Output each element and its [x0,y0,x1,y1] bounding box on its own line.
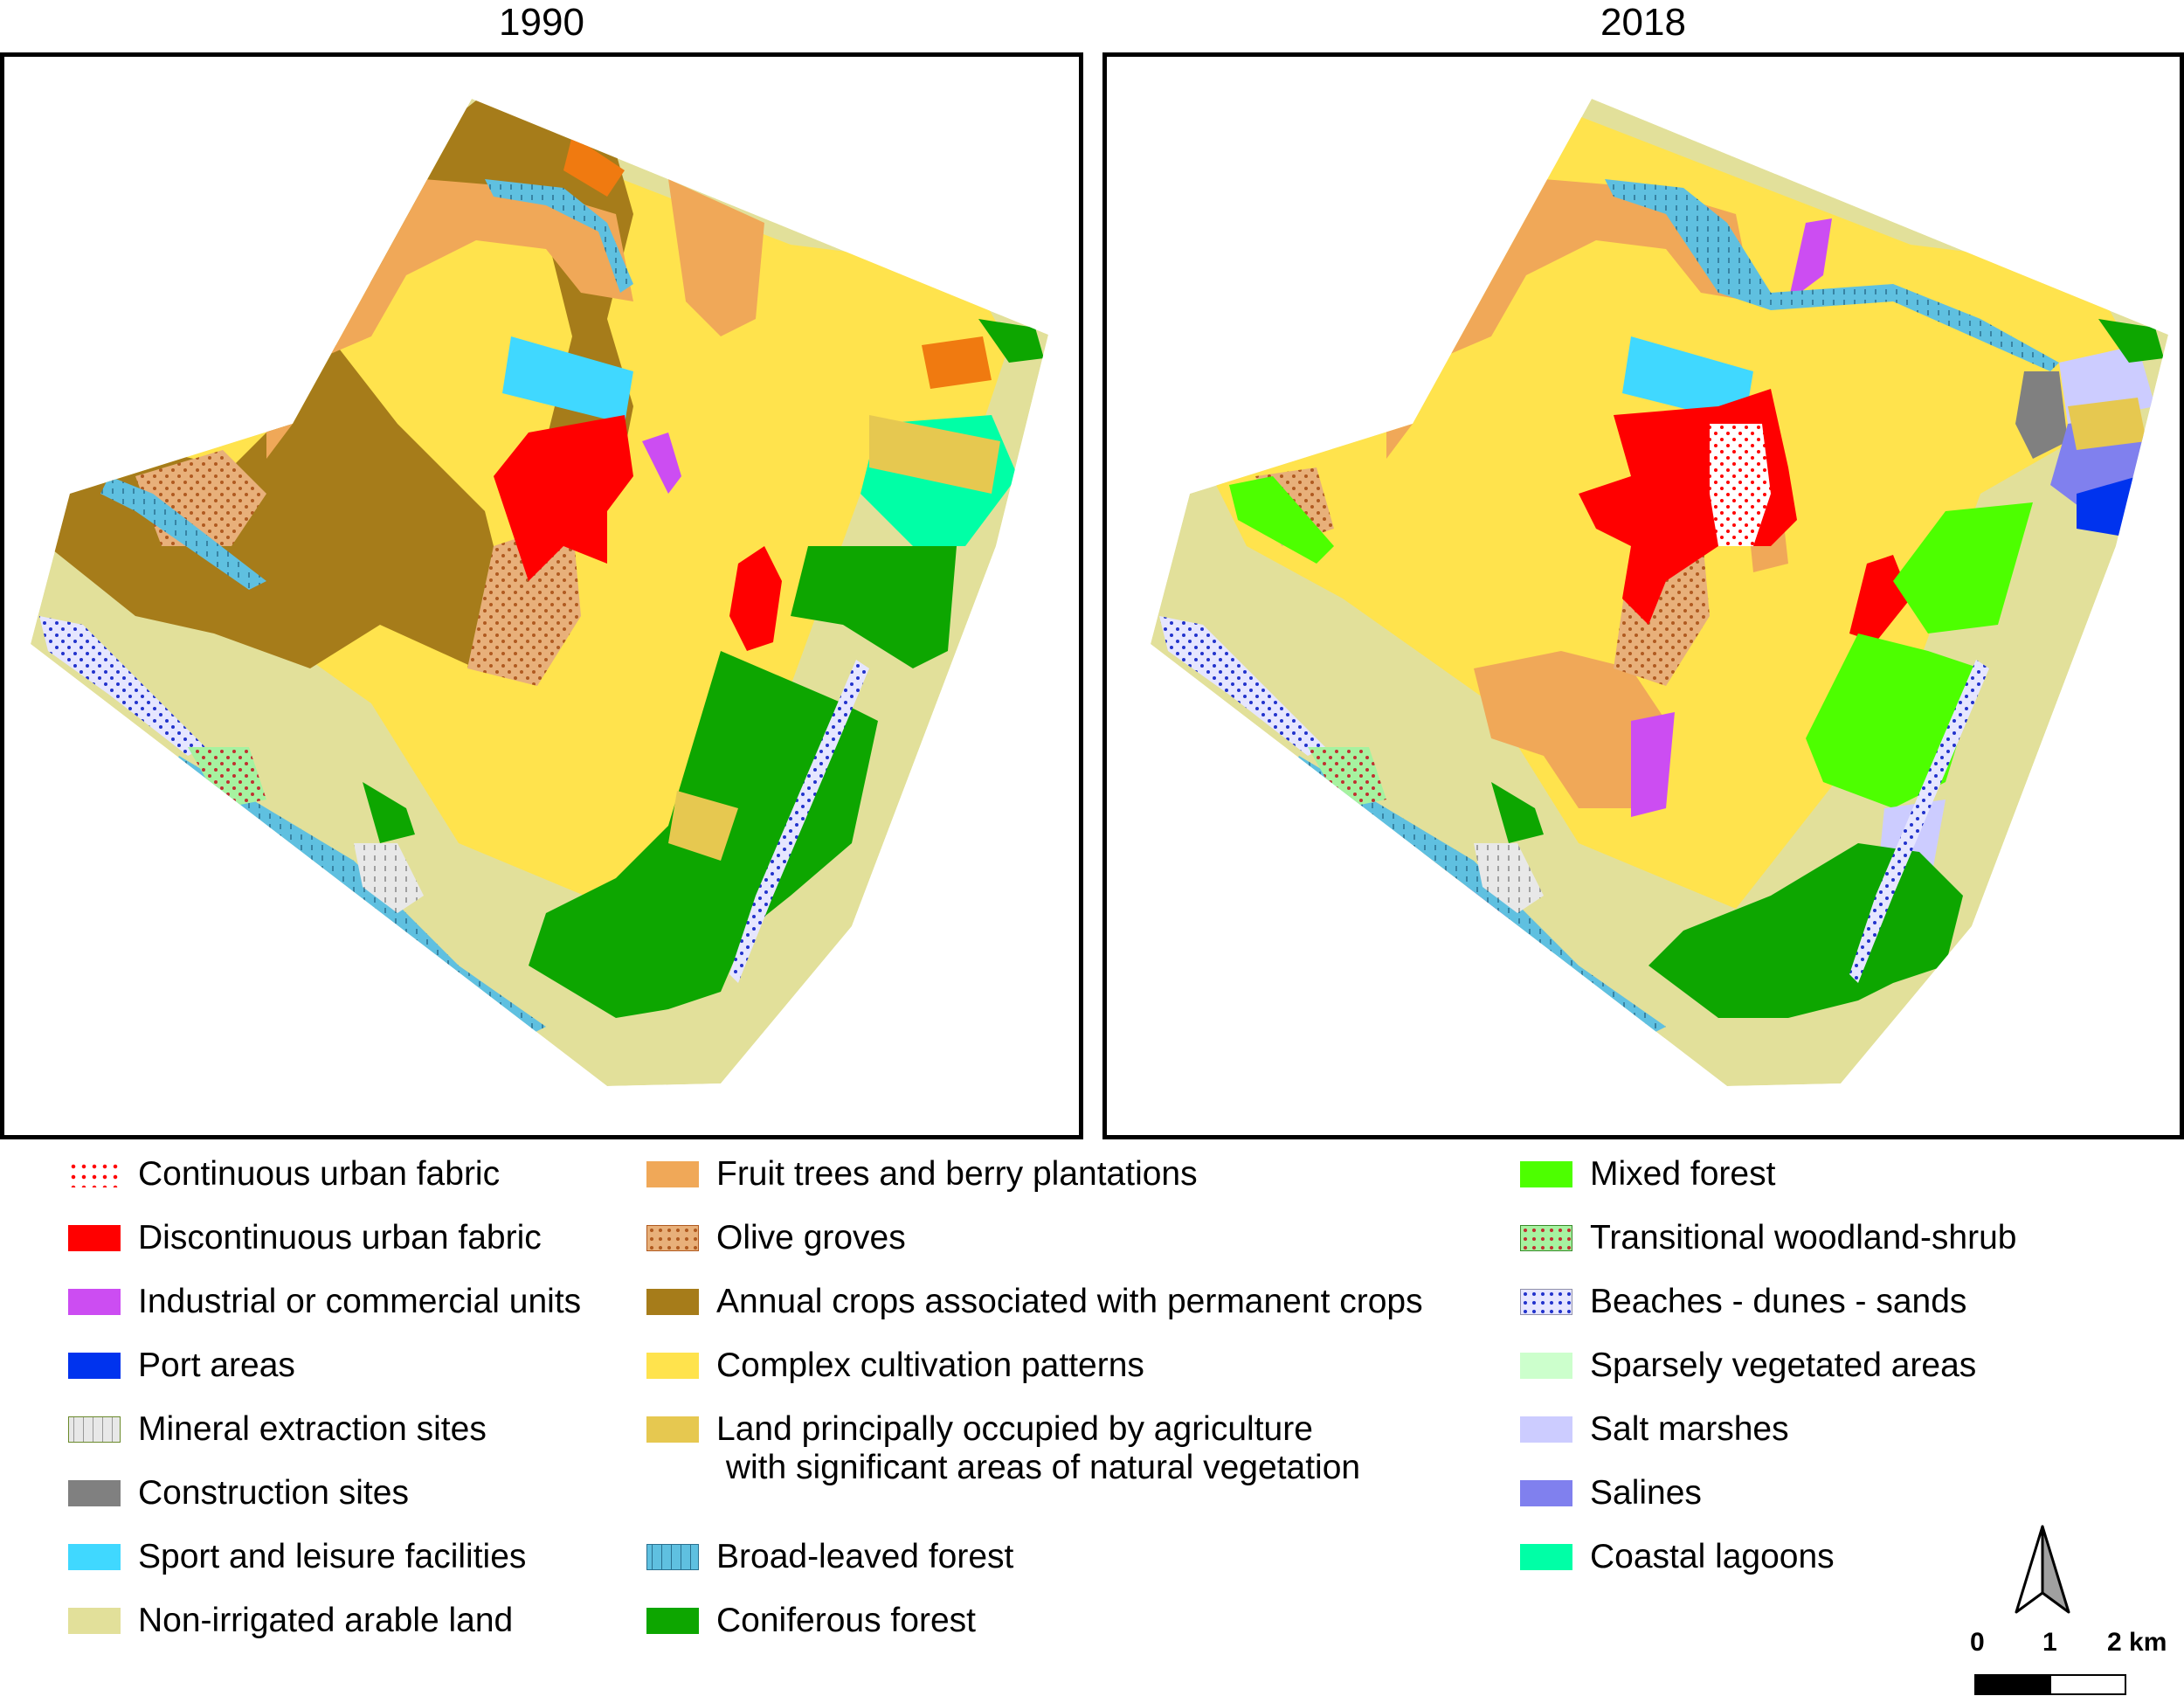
area-broad-leaved-river [485,179,633,293]
legend-label: Transitional woodland-shrub [1590,1219,2017,1256]
swatch-discontinuous-urban [68,1225,121,1251]
swatch-mineral-extraction [68,1416,121,1443]
area-beach-west [39,616,205,756]
area-agri-natural [869,415,1000,494]
legend-label: Discontinuous urban fabric [138,1219,542,1256]
area-fruit-trees-ne [668,179,764,336]
legend-label: Mineral extraction sites [138,1410,487,1448]
area-mixed-forest-east [1893,502,2033,633]
legend-label: Beaches - dunes - sands [1590,1283,1967,1320]
swatch-coastal-lagoons [1520,1544,1572,1570]
area-urban-east [729,546,782,651]
land-cover-map-2018 [1151,99,2168,1086]
area-broad-leaved-west [100,476,266,590]
map-legend: Continuous urban fabric Discontinuous ur… [0,1155,2184,1644]
north-arrow-icon [2015,1525,2070,1614]
map-panel-1990 [0,52,1083,1139]
area-coniferous-ne [2098,319,2164,363]
legend-label: Complex cultivation patterns [716,1346,1144,1384]
area-coniferous-small [1491,782,1544,843]
swatch-sparse-vegetation [1520,1353,1572,1379]
map-panel-2018 [1102,52,2184,1139]
swatch-mixed-forest [1520,1161,1572,1187]
area-urban-continuous [1710,424,1771,546]
legend-label: Port areas [138,1346,295,1384]
legend-label: Coastal lagoons [1590,1538,1835,1575]
area-agri-natural-south [668,791,738,861]
area-broad-leaved-river [1605,179,2059,371]
scale-label-2km: 2 km [2107,1628,2167,1657]
area-industrial-north [1788,218,1832,301]
area-urban-east [1849,555,1911,642]
area-beach-east [1849,660,1989,983]
legend-label: Sport and leisure facilities [138,1538,527,1575]
area-sport-facility [502,336,633,424]
swatch-industrial [68,1289,121,1315]
swatch-beaches [1520,1289,1572,1315]
legend-label: Continuous urban fabric [138,1155,501,1193]
area-mineral-extraction [1474,843,1544,913]
legend-label: Fruit trees and berry plantations [716,1155,1198,1193]
area-olive-groves-center [467,520,581,686]
area-urban-discontinuous [494,415,633,581]
area-beach-east [729,660,869,983]
swatch-olive-groves [646,1225,699,1251]
swatch-non-irrigated [68,1608,121,1634]
land-cover-map-1990 [31,99,1048,1086]
area-construction-site [2015,371,2068,459]
area-mixed-forest-west [1229,476,1334,564]
legend-label: Non-irrigated arable land [138,1602,514,1639]
swatch-fruit-trees [646,1161,699,1187]
legend-label: Sparsely vegetated areas [1590,1346,1977,1384]
legend-label: Mixed forest [1590,1155,1776,1193]
swatch-continuous-urban [68,1161,121,1187]
legend-label: Olive groves [716,1219,906,1256]
swatch-broad-leaved [646,1544,699,1570]
swatch-salines [1520,1480,1572,1506]
area-agri-natural [2068,398,2146,450]
area-sport-facility [1622,336,1753,424]
legend-label: Salines [1590,1474,1702,1512]
map-title-1990: 1990 [499,1,584,44]
area-fruit-trees-ne2 [922,336,992,389]
legend-label: Construction sites [138,1474,409,1512]
legend-label: Industrial or commercial units [138,1283,582,1320]
swatch-annual-crops [646,1289,699,1315]
area-industrial [642,433,681,494]
area-transitional-shrub [1308,747,1386,808]
area-coniferous-ne [978,319,1044,363]
swatch-salt-marshes [1520,1416,1572,1443]
area-transitional-shrub [188,747,266,808]
area-industrial-center [1631,712,1675,817]
swatch-complex-cultivation [646,1353,699,1379]
legend-label: Salt marshes [1590,1410,1789,1448]
map-title-2018: 2018 [1600,1,1686,44]
legend-label: Coniferous forest [716,1602,976,1639]
scale-label-1: 1 [2042,1628,2057,1657]
swatch-coniferous [646,1608,699,1634]
swatch-port-areas [68,1353,121,1379]
area-annual-crops-west [48,345,511,668]
area-coniferous-small [363,782,415,843]
swatch-transitional-shrub [1520,1225,1572,1251]
scale-bar: 0 1 2 km [1970,1627,2184,1703]
swatch-agri-natural [646,1416,699,1443]
legend-label: Broad-leaved forest [716,1538,1014,1575]
scale-bar-graphic [1974,1674,2126,1695]
area-beach-west [1159,616,1325,756]
area-fruit-trees-center [1474,651,1666,808]
area-mineral-extraction [354,843,424,913]
swatch-sport-leisure [68,1544,121,1570]
swatch-construction [68,1480,121,1506]
scale-label-0: 0 [1970,1628,1985,1657]
area-coniferous-east [791,546,957,668]
legend-label: Annual crops associated with permanent c… [716,1283,1423,1320]
area-fruit-trees-nw [563,135,625,197]
legend-label: Land principally occupied by agriculture… [716,1410,1361,1486]
